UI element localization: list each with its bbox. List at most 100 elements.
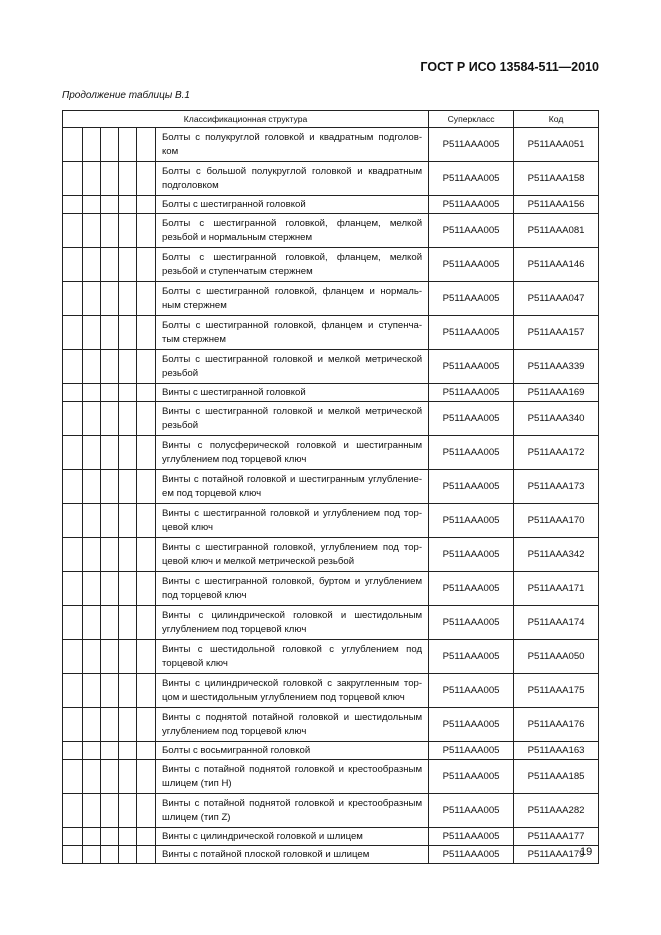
superclass-cell: P511AAA005 xyxy=(428,537,515,572)
hierarchy-level-cell xyxy=(100,195,119,214)
hierarchy-level-cell xyxy=(100,469,119,504)
hierarchy-level-cell xyxy=(82,707,101,742)
hierarchy-level-cell xyxy=(62,349,83,384)
code-cell: P511AAA158 xyxy=(513,161,600,196)
hierarchy-level-cell xyxy=(62,503,83,538)
hierarchy-level-cell xyxy=(136,383,156,402)
table-row: Винты с цилиндрической головкой и шестид… xyxy=(62,605,600,640)
code-cell: P511AAA340 xyxy=(513,401,600,436)
hierarchy-level-cell xyxy=(62,469,83,504)
description-cell: Винты с шестигранной головкой, буртом и … xyxy=(154,571,430,606)
table-header-row: Классификационная структура Суперкласс К… xyxy=(61,110,600,128)
hierarchy-level-cell xyxy=(136,247,156,282)
description-cell: Болты с шестигранной головкой xyxy=(154,195,430,214)
hierarchy-level-cell xyxy=(136,161,156,196)
superclass-cell: P511AAA005 xyxy=(428,673,515,708)
column-header-superclass: Суперкласс xyxy=(428,110,515,128)
code-cell: P511AAA051 xyxy=(513,127,600,162)
hierarchy-level-cell xyxy=(136,741,156,760)
hierarchy-level-cell xyxy=(118,161,137,196)
description-cell: Болты с шестигранной головкой, фланцем, … xyxy=(154,213,430,248)
hierarchy-level-cell xyxy=(136,537,156,572)
code-cell: P511AAA174 xyxy=(513,605,600,640)
superclass-cell: P511AAA005 xyxy=(428,195,515,214)
column-header-structure: Классификационная структура xyxy=(61,110,430,128)
hierarchy-level-cell xyxy=(118,127,137,162)
hierarchy-level-cell xyxy=(82,605,101,640)
hierarchy-level-cell xyxy=(136,793,156,828)
hierarchy-level-cell xyxy=(82,759,101,794)
table-row: Винты с полусферической головкой и шести… xyxy=(62,435,600,470)
table-caption: Продолжение таблицы В.1 xyxy=(62,90,190,101)
hierarchy-level-cell xyxy=(100,845,119,864)
hierarchy-level-cell xyxy=(100,571,119,606)
hierarchy-level-cell xyxy=(118,503,137,538)
hierarchy-level-cell xyxy=(136,213,156,248)
table-row: Болты с шестигранной головкой P511AAA005 P… xyxy=(62,195,600,214)
hierarchy-level-cell xyxy=(62,605,83,640)
hierarchy-level-cell xyxy=(100,401,119,436)
code-cell: P511AAA157 xyxy=(513,315,600,350)
hierarchy-level-cell xyxy=(118,195,137,214)
hierarchy-level-cell xyxy=(62,759,83,794)
hierarchy-level-cell xyxy=(100,213,119,248)
hierarchy-level-cell xyxy=(136,673,156,708)
table-row: Винты с потайной плоской головкой и шлиц… xyxy=(62,845,600,864)
description-cell: Винты с шестигранной головкой xyxy=(154,383,430,402)
description-cell: Винты с шестидольной головкой с углублен… xyxy=(154,639,430,674)
hierarchy-level-cell xyxy=(118,759,137,794)
table-row: Болты с большой полукруглой головкой и к… xyxy=(62,161,600,196)
description-cell: Винты с цилиндрической головкой и шестид… xyxy=(154,605,430,640)
code-cell: P511AAA172 xyxy=(513,435,600,470)
classification-table: Классификационная структура Суперкласс К… xyxy=(61,110,600,864)
superclass-cell: P511AAA005 xyxy=(428,281,515,316)
hierarchy-level-cell xyxy=(82,349,101,384)
hierarchy-level-cell xyxy=(118,435,137,470)
hierarchy-level-cell xyxy=(118,571,137,606)
code-cell: P511AAA146 xyxy=(513,247,600,282)
hierarchy-level-cell xyxy=(118,383,137,402)
superclass-cell: P511AAA005 xyxy=(428,503,515,538)
hierarchy-level-cell xyxy=(82,503,101,538)
hierarchy-level-cell xyxy=(62,827,83,846)
superclass-cell: P511AAA005 xyxy=(428,161,515,196)
code-cell: P511AAA177 xyxy=(513,827,600,846)
description-cell: Винты с поднятой потайной головкой и шес… xyxy=(154,707,430,742)
code-cell: P511AAA156 xyxy=(513,195,600,214)
superclass-cell: P511AAA005 xyxy=(428,605,515,640)
description-cell: Винты с потайной поднятой головкой и кре… xyxy=(154,759,430,794)
table-row: Винты с шестигранной головкой P511AAA005 P… xyxy=(62,383,600,402)
hierarchy-level-cell xyxy=(100,707,119,742)
hierarchy-level-cell xyxy=(82,127,101,162)
hierarchy-level-cell xyxy=(136,349,156,384)
hierarchy-level-cell xyxy=(136,707,156,742)
standard-designation: ГОСТ Р ИСО 13584-511—2010 xyxy=(420,60,599,74)
code-cell: P511AAA173 xyxy=(513,469,600,504)
hierarchy-level-cell xyxy=(62,845,83,864)
hierarchy-level-cell xyxy=(100,537,119,572)
hierarchy-level-cell xyxy=(136,571,156,606)
hierarchy-level-cell xyxy=(62,571,83,606)
hierarchy-level-cell xyxy=(118,315,137,350)
table-row: Винты с шестигранной головкой и углублен… xyxy=(62,503,600,538)
description-cell: Болты с большой полукруглой головкой и к… xyxy=(154,161,430,196)
hierarchy-level-cell xyxy=(100,673,119,708)
hierarchy-level-cell xyxy=(136,315,156,350)
hierarchy-level-cell xyxy=(100,435,119,470)
hierarchy-level-cell xyxy=(136,401,156,436)
hierarchy-level-cell xyxy=(82,469,101,504)
hierarchy-level-cell xyxy=(118,605,137,640)
hierarchy-level-cell xyxy=(136,639,156,674)
superclass-cell: P511AAA005 xyxy=(428,639,515,674)
superclass-cell: P511AAA005 xyxy=(428,315,515,350)
hierarchy-level-cell xyxy=(82,741,101,760)
description-cell: Винты с шестигранной головкой и углублен… xyxy=(154,503,430,538)
hierarchy-level-cell xyxy=(118,639,137,674)
column-header-code: Код xyxy=(513,110,600,128)
code-cell: P511AAA170 xyxy=(513,503,600,538)
hierarchy-level-cell xyxy=(136,195,156,214)
code-cell: P511AAA282 xyxy=(513,793,600,828)
hierarchy-level-cell xyxy=(100,827,119,846)
hierarchy-level-cell xyxy=(100,247,119,282)
superclass-cell: P511AAA005 xyxy=(428,213,515,248)
